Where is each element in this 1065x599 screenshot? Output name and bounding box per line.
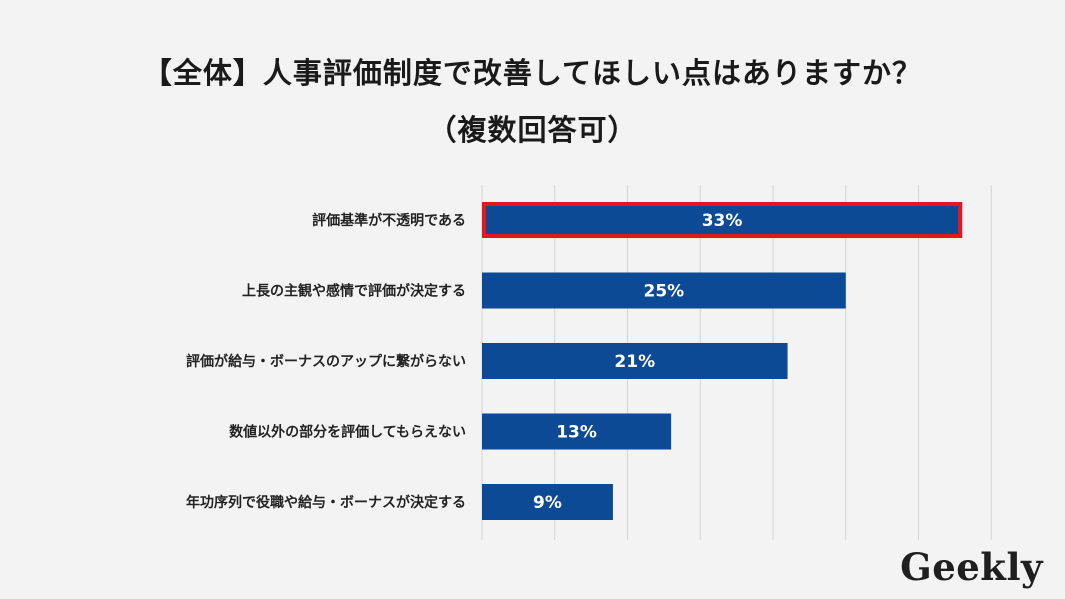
data-label: 9% [533, 493, 562, 513]
category-label: 数値以外の部分を評価してもらえない [229, 424, 466, 441]
brand-logo: Geekly [900, 545, 1043, 589]
data-label: 33% [702, 211, 743, 231]
bar [482, 413, 672, 450]
bar [482, 484, 613, 520]
data-label: 25% [644, 282, 685, 302]
bar-highlight-outline [482, 202, 963, 238]
bar [482, 343, 788, 379]
category-label: 年功序列で役職や給与・ボーナスが決定する [186, 494, 466, 511]
data-label: 13% [556, 423, 597, 443]
category-label: 評価が給与・ボーナスのアップに繋がらない [186, 353, 466, 370]
category-label: 上長の主観や感情で評価が決定する [242, 283, 466, 300]
category-label: 評価基準が不透明である [312, 212, 466, 229]
bar [482, 202, 963, 238]
data-label: 21% [614, 352, 655, 372]
chart-title: 【全体】人事評価制度で改善してほしい点はありますか？ [142, 56, 923, 90]
chart-subtitle: （複数回答可） [427, 113, 638, 147]
bar [482, 272, 846, 309]
